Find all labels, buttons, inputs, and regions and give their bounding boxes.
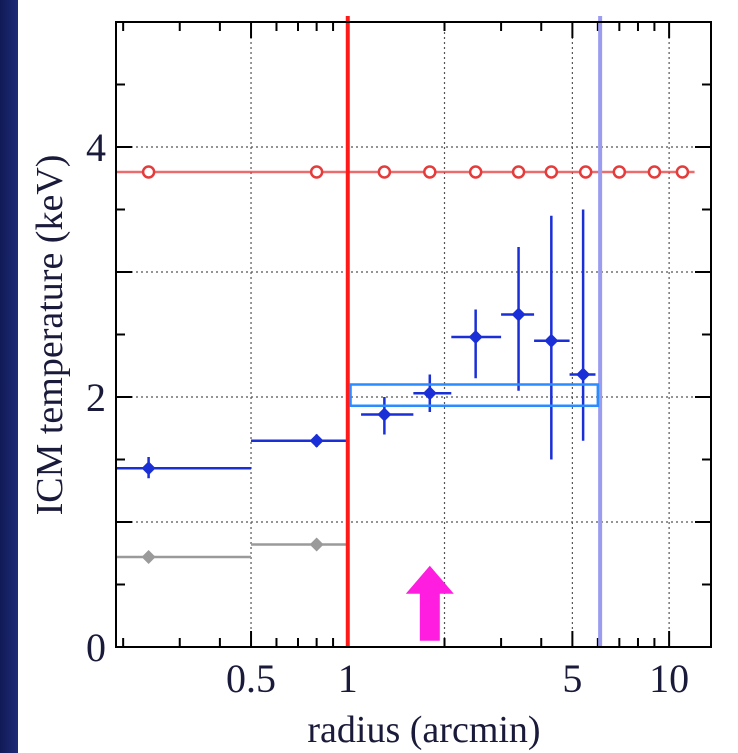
series-1: [116, 209, 596, 479]
data-point: [612, 165, 627, 179]
data-point: [576, 367, 591, 382]
data-point: [377, 407, 392, 422]
slide-background-left: [0, 0, 18, 753]
data-point: [309, 537, 324, 552]
data-point: [511, 307, 526, 322]
data-point: [141, 165, 156, 179]
data-point: [578, 165, 593, 179]
plot-frame: [115, 21, 712, 648]
series-2: [116, 537, 348, 564]
plot-area: [116, 22, 711, 647]
data-point: [377, 165, 392, 179]
x-tick-label: 5: [562, 656, 582, 701]
y-tick-label: 2: [86, 375, 106, 420]
data-point: [468, 330, 483, 344]
y-tick-label: 0: [86, 625, 106, 670]
y-tick-label: 4: [86, 125, 106, 170]
data-point: [675, 165, 690, 179]
data-point: [544, 165, 559, 179]
highlight-box: [349, 383, 600, 407]
data-point: [309, 433, 324, 448]
data-point: [544, 333, 559, 348]
y-axis-label: ICM temperature (keV): [29, 155, 71, 516]
x-tick-label: 0.5: [226, 656, 276, 701]
arrow-marker: [405, 565, 454, 641]
data-point: [141, 550, 156, 564]
data-point: [422, 386, 437, 401]
annotations: [345, 16, 603, 647]
x-axis-label: radius (arcmin): [307, 709, 540, 751]
x-tick-label: 1: [338, 656, 358, 701]
data-point: [511, 165, 526, 179]
tick-labels: 0.5 1 5 10 0 2 4: [86, 125, 689, 701]
data-point: [141, 461, 156, 476]
data-point: [309, 165, 324, 179]
data-point: [468, 165, 483, 179]
data-point: [423, 165, 437, 179]
x-tick-label: 10: [649, 656, 689, 701]
data-point: [647, 165, 662, 179]
